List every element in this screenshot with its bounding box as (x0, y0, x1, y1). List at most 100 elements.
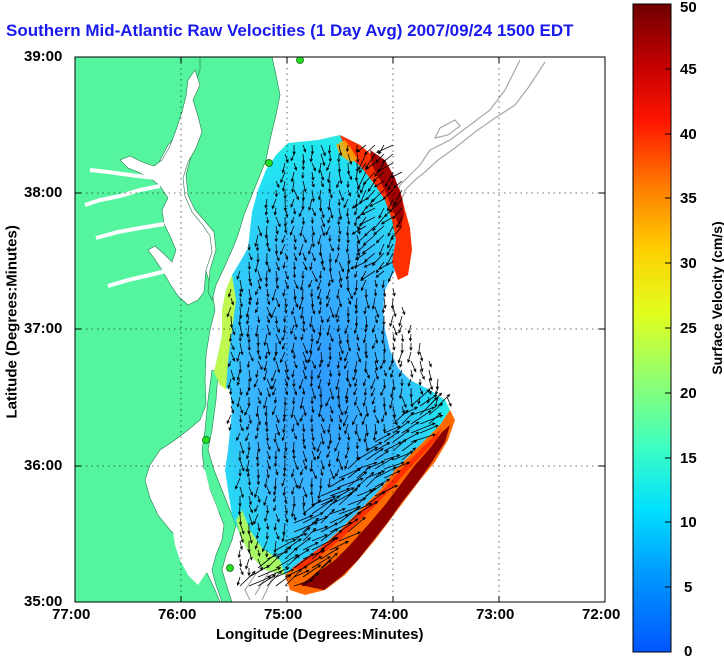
current-vector-arrow (337, 234, 341, 243)
current-vector-arrow (408, 333, 413, 342)
y-tick-label: 36:00 (24, 457, 63, 474)
radar-stations (202, 57, 304, 572)
current-vector-arrow (270, 306, 277, 319)
current-vector-arrow (282, 486, 286, 497)
current-vector-arrow (428, 402, 444, 416)
current-vector-arrow (347, 153, 353, 165)
current-vector-arrow (257, 396, 262, 405)
current-vector-arrow (363, 432, 367, 443)
current-vector-arrow (336, 360, 340, 370)
current-vector-arrow (272, 387, 277, 396)
current-vector-arrow (275, 279, 279, 290)
current-vector-arrow (328, 369, 333, 378)
current-vector-arrow (292, 207, 297, 215)
current-vector-arrow (248, 288, 253, 302)
x-axis-label: Longitude (Degrees:Minutes) (216, 626, 424, 643)
current-vector-arrow (347, 216, 351, 226)
current-vector-arrow (336, 324, 340, 333)
current-vector-arrow (398, 369, 403, 378)
current-vector-arrow (255, 306, 259, 314)
current-vector-arrow (302, 252, 307, 262)
current-vector-arrow (374, 360, 379, 372)
current-vector-arrow (311, 559, 332, 578)
current-vector-arrow (266, 387, 271, 398)
current-vector-arrow (400, 342, 404, 354)
current-vector-arrow (365, 441, 369, 452)
current-vector-arrow (275, 216, 281, 228)
current-vector-arrow (387, 234, 394, 249)
current-vector-arrow (281, 180, 286, 192)
colorbar-tick-label: 20 (680, 385, 697, 402)
current-vector-arrow (362, 396, 367, 407)
current-vector-arrow (317, 486, 322, 500)
current-vector-arrow (356, 333, 360, 342)
current-vector-arrow (372, 216, 385, 232)
current-vector-arrow (230, 351, 236, 362)
current-vector-arrow (291, 468, 295, 478)
y-tick-label: 38:00 (24, 184, 63, 201)
current-vector-arrow (320, 144, 326, 157)
current-vector-arrow (364, 252, 376, 263)
current-vector-arrow (393, 189, 403, 207)
current-vector-arrow (363, 306, 367, 315)
current-vector-arrow (374, 485, 399, 497)
current-vector-arrow (311, 306, 316, 315)
current-vector-arrow (378, 243, 385, 256)
current-vector-arrow (247, 261, 251, 271)
current-vector-arrow (292, 396, 296, 406)
current-vector-arrow (374, 457, 395, 470)
current-vector-arrow (310, 144, 314, 155)
current-vector-arrow (358, 162, 367, 174)
map-title: Southern Mid-Atlantic Raw Velocities (1 … (6, 21, 574, 40)
current-vector-arrow (302, 459, 307, 471)
current-vector-arrow (356, 446, 379, 461)
current-vector-arrow (290, 405, 295, 419)
current-vector-arrow (320, 414, 325, 423)
current-vector-arrow (264, 414, 268, 426)
current-vector-arrow (281, 333, 286, 342)
current-vector-arrow (365, 471, 382, 488)
current-vector-arrow (245, 306, 250, 318)
current-vector-arrow (284, 153, 289, 164)
velocity-fringe (214, 275, 236, 390)
current-vector-arrow (247, 522, 251, 535)
current-vector-arrow (344, 405, 349, 415)
current-vector-arrow (248, 531, 253, 545)
current-vector-arrow (293, 162, 298, 171)
current-vector-arrow (325, 225, 331, 236)
current-vector-arrow (337, 369, 341, 378)
current-vector-arrow (247, 477, 252, 487)
x-tick-label: 77:00 (52, 606, 91, 623)
current-vector-arrow (229, 387, 233, 396)
current-vector-arrow (257, 225, 263, 237)
current-vector-arrow (248, 549, 253, 561)
current-vector-arrow (373, 225, 385, 235)
current-vector-arrow (387, 198, 394, 212)
current-vector-arrow (374, 450, 390, 461)
current-vector-arrow (290, 342, 295, 354)
current-vector-arrow (336, 315, 340, 323)
current-vector-arrow (246, 468, 251, 478)
current-vector-arrow (356, 234, 367, 244)
current-vector-arrow (354, 297, 358, 309)
current-vector-arrow (380, 216, 394, 225)
current-vector-arrow (226, 306, 232, 318)
current-vector-arrow (248, 369, 252, 383)
current-vector-arrow (253, 378, 259, 388)
current-vector-arrow (365, 369, 370, 379)
current-vector-arrow (363, 261, 376, 268)
current-vector-arrow (362, 378, 367, 387)
current-vector-arrow (360, 279, 367, 292)
current-vector-arrow (329, 189, 333, 199)
current-vector-arrow (347, 471, 368, 488)
current-vector-arrow (334, 441, 340, 452)
current-vector-arrow (248, 351, 254, 362)
current-vector-arrow (316, 333, 322, 345)
current-vector-arrow (347, 252, 351, 265)
colorbar (632, 3, 672, 653)
current-vector-arrow (309, 378, 314, 388)
current-vector-arrow (289, 225, 295, 236)
current-vector-arrow (360, 180, 367, 194)
current-vector-arrow (254, 261, 259, 273)
current-vector-arrow (371, 324, 376, 334)
